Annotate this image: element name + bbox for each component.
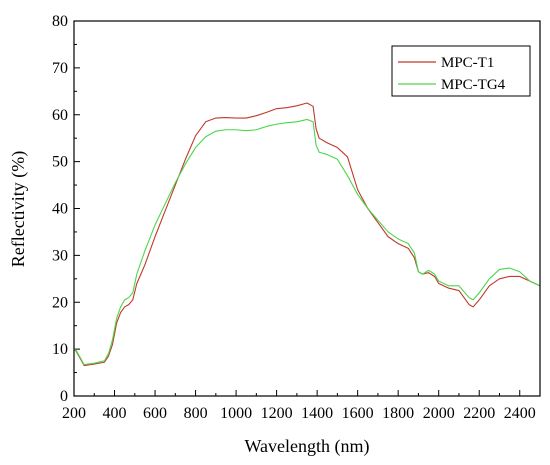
x-tick-label: 1600 [342,405,374,422]
x-tick-label: 2000 [423,405,455,422]
y-tick-label: 30 [52,247,68,264]
y-axis-title: Reflectivity (%) [8,151,29,267]
y-tick-label: 80 [52,13,68,30]
x-tick-label: 2200 [463,405,495,422]
x-tick-label: 1200 [261,405,293,422]
y-tick-label: 20 [52,294,68,311]
y-tick-label: 70 [52,60,68,77]
series-layer [73,102,541,367]
x-tick-label: 1400 [301,405,333,422]
legend-label-mpc-tg4: MPC-TG4 [441,77,506,93]
x-tick-label: 2400 [504,405,536,422]
y-tick-label: 10 [52,341,68,358]
x-tick-label: 1800 [382,405,414,422]
x-tick-label: 600 [143,405,167,422]
x-axis-title: Wavelength (nm) [244,436,369,457]
series-line-mpc-tg4 [73,118,541,366]
legend: MPC-T1 MPC-TG4 [391,45,531,97]
series-line-mpc-t1 [73,102,541,367]
ticks-layer: 200 400 600 800 1000 1200 1400 1600 1800 2000 2200… [52,13,536,422]
y-tick-label: 40 [52,201,68,218]
x-tick-label: 800 [184,405,208,422]
x-tick-label: 1000 [220,405,252,422]
plot-frame [73,20,541,397]
x-tick-label: 400 [103,405,127,422]
y-tick-label: 50 [52,154,68,171]
y-tick-label: 60 [52,107,68,124]
legend-label-mpc-t1: MPC-T1 [441,55,494,71]
x-tick-label: 200 [62,405,86,422]
legend-box [391,45,531,97]
y-tick-label: 0 [60,388,68,405]
